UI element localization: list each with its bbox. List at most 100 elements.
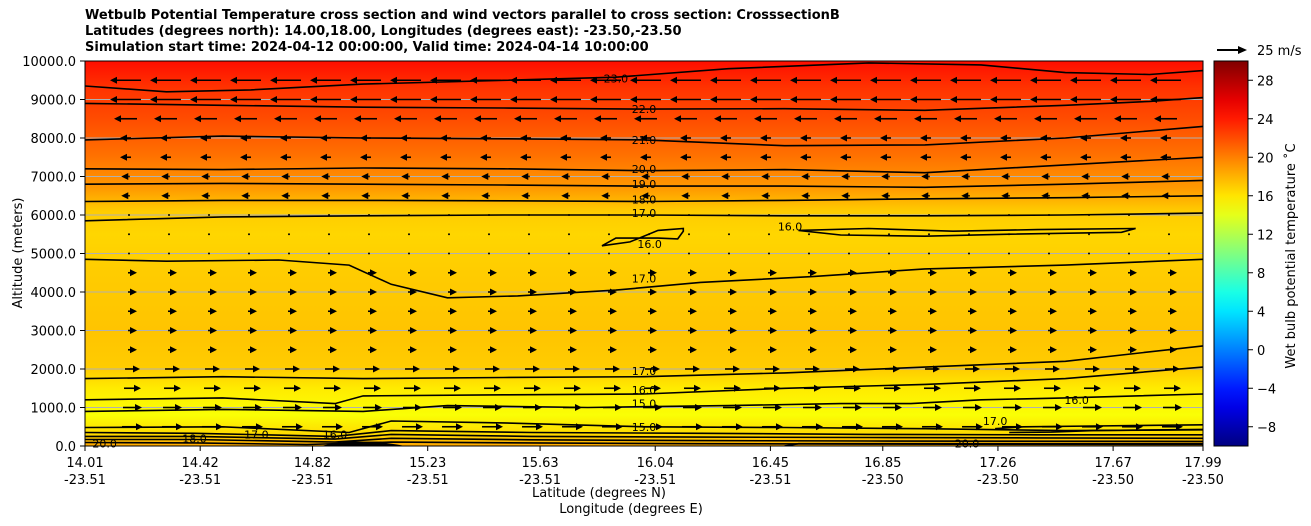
- wind-vector: [488, 252, 490, 255]
- wind-vector: [590, 96, 621, 103]
- wind-vector: [270, 96, 301, 103]
- wind-vector: [521, 173, 530, 180]
- wind-vector: [608, 327, 617, 334]
- contour-label: 17.0: [632, 273, 657, 286]
- wind-vector: [405, 365, 420, 373]
- colorbar-ticks: −8 −4 0 4 8 12 16 20 24 28: [1248, 74, 1276, 436]
- wind-vector: [1081, 173, 1090, 180]
- colorbar-tick-label: −8: [1257, 421, 1276, 436]
- wind-vector: [288, 307, 297, 315]
- wind-vector: [1045, 365, 1060, 373]
- wind-vector: [874, 115, 897, 123]
- wind-vector: [808, 252, 810, 255]
- wind-vector: [648, 307, 657, 315]
- contour-label: 15.0: [632, 421, 657, 434]
- wind-vector: [921, 192, 930, 200]
- wind-vector: [924, 384, 941, 392]
- wind-vector: [440, 134, 451, 142]
- wind-vector: [641, 173, 650, 180]
- wind-vector: [768, 269, 777, 277]
- colorbar: [1213, 60, 1249, 447]
- x-tick-label-lat: 14.82: [294, 456, 331, 471]
- wind-vector: [728, 269, 737, 277]
- wind-vector: [288, 233, 290, 236]
- wind-vector: [168, 214, 170, 216]
- wind-vector: [848, 288, 857, 296]
- wind-vector: [430, 76, 461, 84]
- contour-labels: 23.022.021.020.019.018.017.016.016.017.0…: [92, 72, 1088, 450]
- contour-label: 16.0: [637, 238, 662, 251]
- wind-vector: [964, 384, 981, 392]
- wind-vector: [408, 233, 410, 236]
- wind-vector: [110, 96, 141, 103]
- wind-vector: [525, 365, 540, 373]
- wind-vector: [648, 346, 657, 354]
- wind-vector: [630, 76, 661, 84]
- wind-vector: [848, 307, 857, 315]
- wind-vector: [842, 423, 863, 431]
- wind-vector: [240, 153, 251, 161]
- wind-vector: [208, 214, 210, 216]
- wind-vector: [808, 214, 810, 216]
- wind-vector: [408, 288, 417, 296]
- wind-vector: [608, 288, 617, 296]
- wind-vector: [1088, 233, 1090, 236]
- wind-vector: [968, 269, 977, 277]
- wind-vector: [830, 96, 861, 103]
- wind-vector: [648, 288, 657, 296]
- wind-vector: [920, 153, 931, 161]
- wind-vector: [403, 404, 422, 411]
- wind-vector: [600, 134, 611, 142]
- chart-title-line-1: Wetbulb Potential Temperature cross sect…: [85, 8, 840, 23]
- wind-vector: [608, 233, 610, 236]
- wind-vector: [1082, 423, 1103, 431]
- wind-vector: [721, 192, 730, 200]
- x-tick-label-lat: 17.67: [1095, 456, 1132, 471]
- wind-vector: [488, 327, 497, 334]
- wind-vector: [1124, 384, 1141, 392]
- wind-vector: [488, 214, 490, 216]
- wind-vector: [248, 346, 257, 354]
- wind-vector: [601, 173, 610, 180]
- contour-label: 20.0: [632, 163, 657, 176]
- wind-vector: [244, 384, 261, 392]
- colorbar-tick-label: 4: [1257, 305, 1265, 320]
- wind-vector: [968, 233, 970, 236]
- wind-vector: [882, 423, 903, 431]
- contour-line: [85, 437, 1203, 443]
- wind-vector: [1168, 327, 1177, 334]
- wind-vector: [528, 346, 537, 354]
- wind-vector: [448, 288, 457, 296]
- chart-title-line-3: Simulation start time: 2024-04-12 00:00:…: [85, 40, 649, 55]
- wind-vector: [568, 269, 577, 277]
- x-axis-label-latitude: Latitude (degrees N): [532, 486, 666, 501]
- wind-vector: [640, 134, 651, 142]
- wind-vector: [1044, 384, 1061, 392]
- contour-line: [85, 433, 1203, 440]
- wind-vector: [565, 365, 580, 373]
- wind-vector: [674, 115, 697, 123]
- wind-vector: [1070, 76, 1101, 84]
- wind-vector: [714, 115, 737, 123]
- wind-vector: [1048, 288, 1057, 296]
- wind-vector: [248, 214, 250, 216]
- wind-vector: [680, 134, 691, 142]
- wind-vector: [1088, 327, 1097, 334]
- wind-vector: [1030, 76, 1061, 84]
- wind-vector: [288, 288, 297, 296]
- wind-vector: [1042, 423, 1063, 431]
- wind-vector: [921, 173, 930, 180]
- wind-vector: [688, 252, 690, 255]
- wind-vector: [728, 327, 737, 334]
- wind-vector: [281, 192, 290, 200]
- wind-vector: [728, 346, 737, 354]
- wind-vector: [442, 423, 463, 431]
- wind-vector: [720, 153, 731, 161]
- wind-vector: [321, 173, 330, 180]
- wind-vector: [840, 134, 851, 142]
- wind-vector: [710, 96, 741, 103]
- wind-vector: [1004, 384, 1021, 392]
- y-axis-label: Altitude (meters): [11, 198, 26, 309]
- wind-vector: [434, 115, 457, 123]
- wind-vector: [950, 76, 981, 84]
